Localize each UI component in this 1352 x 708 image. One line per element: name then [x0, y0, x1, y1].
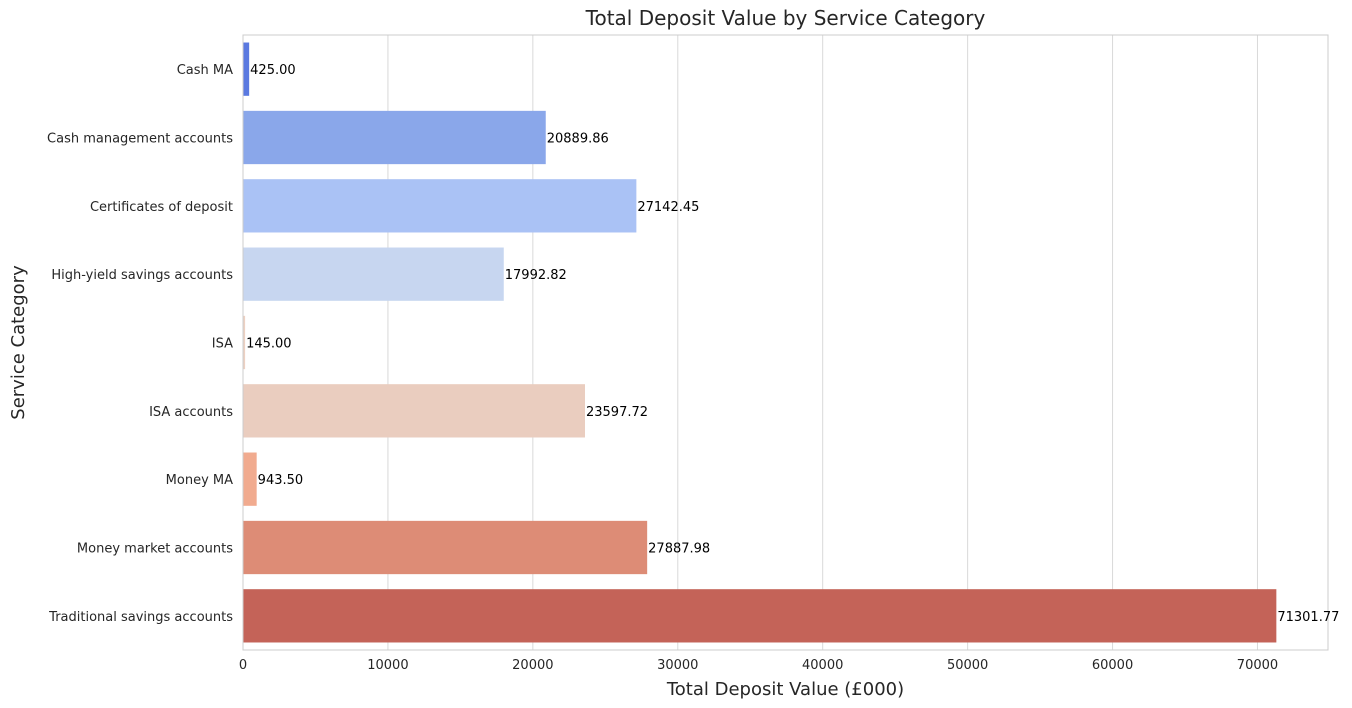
- y-tick-label: Money MA: [166, 473, 233, 488]
- data-label: 27142.45: [637, 200, 699, 215]
- y-tick-label: ISA: [212, 337, 233, 352]
- x-tick-label: 10000: [367, 658, 408, 673]
- bar: [243, 384, 585, 438]
- bar: [243, 589, 1277, 643]
- data-label: 943.50: [258, 473, 304, 488]
- y-tick-label: ISA accounts: [149, 405, 233, 420]
- bar: [243, 110, 546, 165]
- bar: [243, 179, 637, 233]
- bar: [243, 247, 504, 301]
- bar: [243, 452, 257, 506]
- data-label: 425.00: [250, 63, 296, 78]
- x-tick-label: 70000: [1237, 658, 1278, 673]
- y-tick-label: Traditional savings accounts: [48, 610, 233, 625]
- data-label: 23597.72: [586, 405, 648, 420]
- x-tick-label: 40000: [802, 658, 843, 673]
- bars: [243, 42, 1277, 643]
- x-tick-label: 30000: [657, 658, 698, 673]
- x-tick-label: 50000: [947, 658, 988, 673]
- y-tick-label: High-yield savings accounts: [51, 268, 233, 283]
- data-label: 17992.82: [505, 268, 567, 283]
- data-labels: 425.00 20889.86 27142.45 17992.82 145.00 2359…: [246, 63, 1339, 625]
- x-axis-label: Total Deposit Value (£000): [666, 679, 904, 700]
- data-label: 27887.98: [648, 542, 710, 557]
- bar: [243, 520, 648, 575]
- x-axis-ticks: 0 10000 20000 30000 40000 50000 60000 70000: [239, 658, 1278, 673]
- x-tick-label: 60000: [1092, 658, 1133, 673]
- x-tick-label: 20000: [512, 658, 553, 673]
- bar: [243, 42, 250, 96]
- data-label: 145.00: [246, 337, 292, 352]
- y-axis-ticks: Cash MA Cash management accounts Certifica…: [47, 63, 233, 625]
- y-tick-label: Cash management accounts: [47, 132, 233, 147]
- y-tick-label: Cash MA: [177, 63, 233, 78]
- x-tick-label: 0: [239, 658, 247, 673]
- data-label: 71301.77: [1277, 610, 1339, 625]
- y-tick-label: Money market accounts: [77, 542, 233, 557]
- bar: [243, 315, 246, 370]
- chart-title: Total Deposit Value by Service Category: [585, 6, 986, 30]
- data-label: 20889.86: [547, 132, 609, 147]
- plot-frame: [242, 34, 1329, 651]
- y-tick-label: Certificates of deposit: [90, 200, 233, 215]
- y-axis-label: Service Category: [8, 265, 29, 420]
